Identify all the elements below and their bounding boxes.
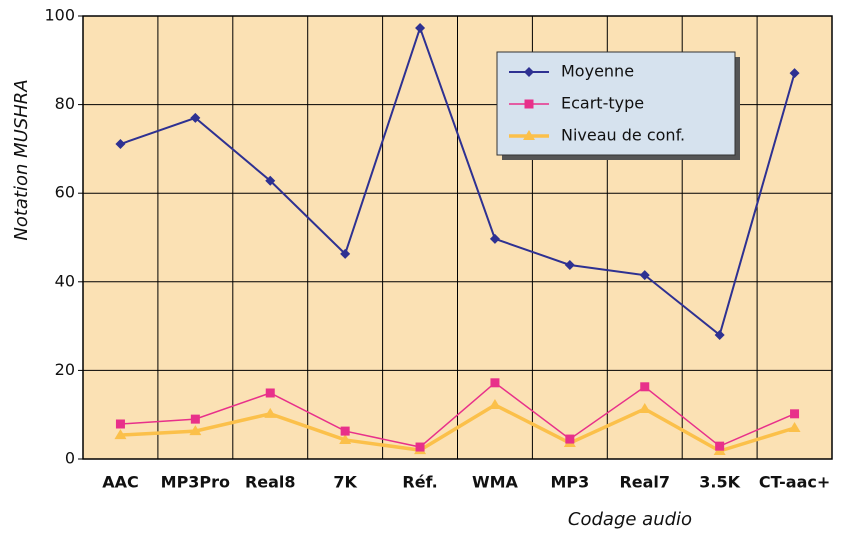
y-tick-label: 20 xyxy=(55,360,75,379)
x-axis-label: Codage audio xyxy=(568,509,692,530)
x-tick-label: MP3Pro xyxy=(161,473,230,492)
point xyxy=(564,259,575,270)
x-tick-label: WMA xyxy=(472,473,519,492)
x-tick-label: 7K xyxy=(333,473,357,492)
point xyxy=(488,398,501,409)
point xyxy=(638,402,651,413)
point xyxy=(339,433,352,444)
point xyxy=(639,270,650,281)
point xyxy=(524,99,534,109)
x-tick-label: CT-aac+ xyxy=(759,473,830,492)
point xyxy=(565,434,575,444)
point xyxy=(340,248,351,259)
point xyxy=(190,414,200,424)
point xyxy=(415,22,426,33)
point xyxy=(523,130,535,140)
point xyxy=(524,67,534,77)
x-tick-label: Real8 xyxy=(245,473,296,492)
point xyxy=(190,112,201,123)
point xyxy=(189,425,202,436)
point xyxy=(714,329,725,340)
point xyxy=(265,175,276,186)
point xyxy=(115,139,126,150)
y-tick-label: 100 xyxy=(44,6,75,25)
point xyxy=(115,419,125,429)
x-tick-label: AAC xyxy=(102,473,139,492)
point xyxy=(490,378,500,388)
point xyxy=(789,68,800,79)
x-tick-label: Real7 xyxy=(619,473,670,492)
point xyxy=(415,442,425,452)
x-tick-label: MP3 xyxy=(550,473,589,492)
point xyxy=(340,426,350,436)
point xyxy=(114,429,127,440)
y-tick-label: 80 xyxy=(55,94,75,113)
legend-label: Moyenne xyxy=(561,62,634,81)
series-line xyxy=(120,381,795,448)
point xyxy=(640,382,650,392)
x-tick-label: 3.5K xyxy=(699,473,740,492)
point xyxy=(264,407,277,418)
series-line xyxy=(120,402,796,453)
y-tick-label: 60 xyxy=(55,183,75,202)
y-tick-label: 0 xyxy=(65,449,75,468)
x-tick-label: Réf. xyxy=(402,473,437,492)
point xyxy=(790,409,800,419)
point xyxy=(715,441,725,451)
point xyxy=(265,388,275,398)
y-axis-label: Notation MUSHRA xyxy=(11,79,32,240)
legend-label: Ecart-type xyxy=(561,94,644,113)
series-line xyxy=(120,24,796,337)
point xyxy=(489,233,500,244)
y-tick-label: 40 xyxy=(55,271,75,290)
legend-label: Niveau de conf. xyxy=(561,126,685,145)
point xyxy=(788,421,801,432)
